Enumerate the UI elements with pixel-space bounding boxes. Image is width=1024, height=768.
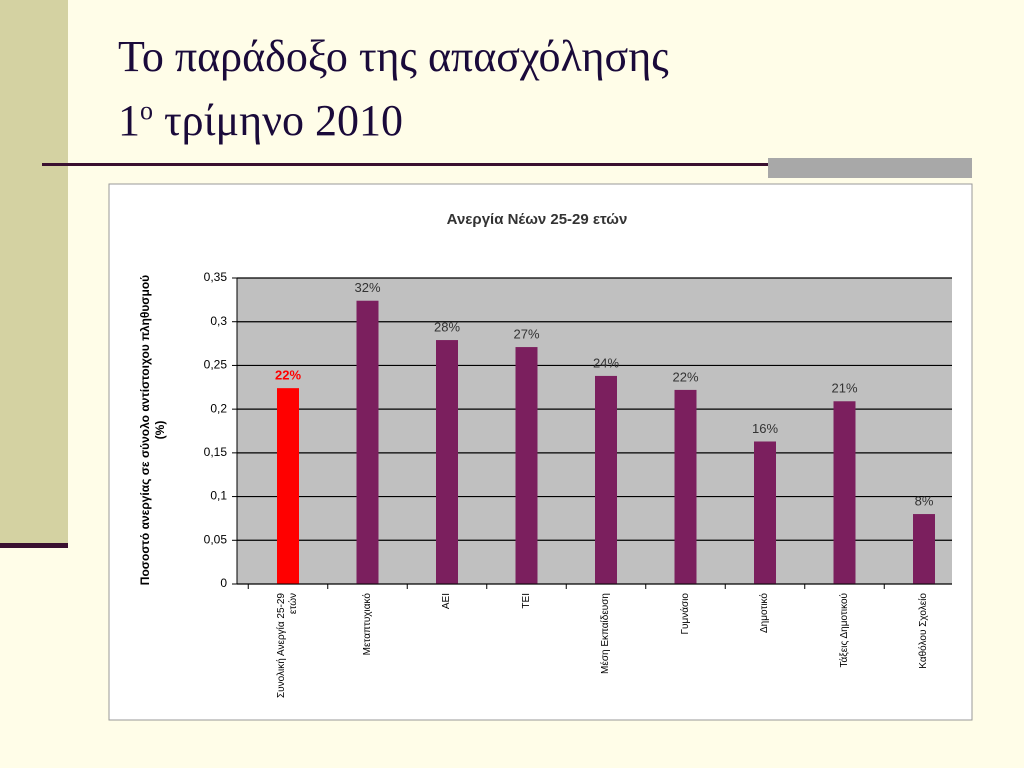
value-label: 27% <box>513 327 539 342</box>
y-tick-label: 0,3 <box>210 314 227 328</box>
value-label: 24% <box>593 355 619 370</box>
title-line: 1ο τρίμηνο 2010 <box>118 84 669 148</box>
bar <box>754 441 776 584</box>
title-accent <box>768 158 972 178</box>
value-label: 28% <box>434 320 460 335</box>
x-tick-label: Καθόλου Σχολείο <box>918 593 929 669</box>
y-tick-label: 0,35 <box>204 270 228 284</box>
y-tick-label: 0,2 <box>210 401 227 415</box>
bar <box>595 375 617 584</box>
bar <box>674 389 697 584</box>
title-superscript: ο <box>140 96 153 125</box>
y-tick-label: 0,05 <box>204 532 228 546</box>
bar <box>913 514 935 584</box>
bar <box>436 340 458 584</box>
value-label: 16% <box>752 421 778 436</box>
y-axis-label: Ποσοστό ανεργίας σε σύνολο αντίστοιχου π… <box>138 274 167 586</box>
title-part: 1 <box>118 96 140 145</box>
y-tick-label: 0 <box>220 576 227 590</box>
plot-area <box>237 278 952 584</box>
x-tick-label: Τάξεις Δημοτικού <box>838 593 850 668</box>
value-label: 32% <box>354 280 380 295</box>
value-label: 22% <box>672 369 698 384</box>
title-part: τρίμηνο 2010 <box>153 96 403 145</box>
value-label: 21% <box>831 381 857 396</box>
bar <box>277 388 299 584</box>
chart-title: Ανεργία Νέων 25-29 ετών <box>447 211 628 228</box>
x-tick-label: ΑΕΙ <box>441 593 452 610</box>
value-label: 8% <box>915 493 934 508</box>
bar <box>356 300 379 584</box>
y-tick-label: 0,25 <box>204 358 228 372</box>
title-line: Το παράδοξο της απασχόλησης <box>118 32 669 81</box>
slide-title: Το παράδοξο της απασχόλησης 1ο τρίμηνο 2… <box>118 30 669 148</box>
title-rule <box>42 163 772 166</box>
x-tick-label: Δημοτικό <box>759 593 770 634</box>
bar <box>515 347 538 584</box>
side-band <box>0 0 68 545</box>
x-tick-label: Μεταπτυχιακό <box>361 593 373 656</box>
x-tick-label: Γυμνάσιο <box>679 593 691 635</box>
value-label: 22% <box>275 368 301 383</box>
y-tick-label: 0,1 <box>210 489 227 503</box>
x-tick-label: Μέση Εκπαίδευση <box>600 593 611 674</box>
x-tick-label: Συνολική Ανεργία 25-29 ετών <box>276 593 299 699</box>
bar <box>833 401 856 584</box>
y-tick-label: 0,15 <box>204 445 228 459</box>
x-tick-label: ΤΕΙ <box>520 593 532 609</box>
side-rule <box>0 543 68 548</box>
